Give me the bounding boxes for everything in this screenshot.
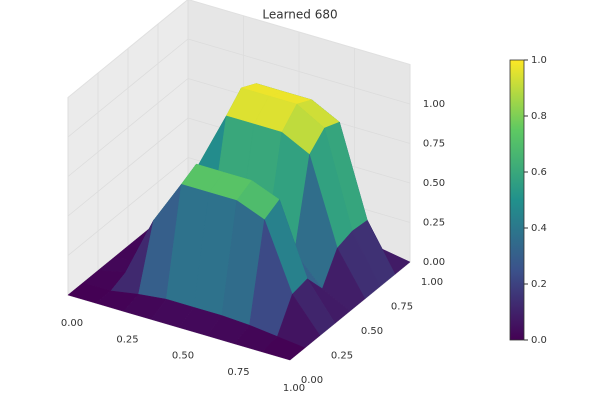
- chart-title: Learned 680: [262, 8, 337, 22]
- x-tick-label: 1.00: [283, 383, 305, 394]
- y-tick-label: 1.00: [421, 277, 443, 288]
- z-tick-label: 0.25: [423, 218, 445, 229]
- colorbar-tick-label: 0.4: [531, 223, 547, 234]
- x-tick-label: 0.50: [172, 351, 194, 362]
- x-tick-label: 0.75: [227, 367, 249, 378]
- colorbar-tick-label: 0.0: [531, 335, 547, 346]
- colorbar-tick-label: 0.8: [531, 111, 547, 122]
- x-tick-label: 0.25: [116, 334, 138, 345]
- x-tick-label: 0.00: [61, 318, 83, 329]
- z-tick-label: 0.50: [423, 178, 445, 189]
- y-tick-label: 0.75: [391, 302, 413, 313]
- grid-line: [67, 38, 189, 138]
- colorbar-tick-label: 1.0: [531, 55, 547, 66]
- grid-line: [187, 38, 411, 105]
- surface-cell: [261, 336, 306, 361]
- grid-line: [67, 157, 189, 256]
- y-tick-label: 0.00: [301, 375, 323, 386]
- y-tick-label: 0.25: [331, 351, 353, 362]
- z-tick-label: 1.00: [423, 99, 445, 110]
- y-tick-label: 0.50: [361, 326, 383, 337]
- grid-line: [67, 78, 189, 177]
- colorbar-tick-label: 0.2: [531, 279, 547, 290]
- grid-line: [67, 117, 189, 217]
- colorbar: [509, 59, 525, 341]
- z-tick-label: 0.75: [423, 139, 445, 150]
- z-tick-label: 0.00: [423, 257, 445, 268]
- colorbar-tick-label: 0.6: [531, 167, 547, 178]
